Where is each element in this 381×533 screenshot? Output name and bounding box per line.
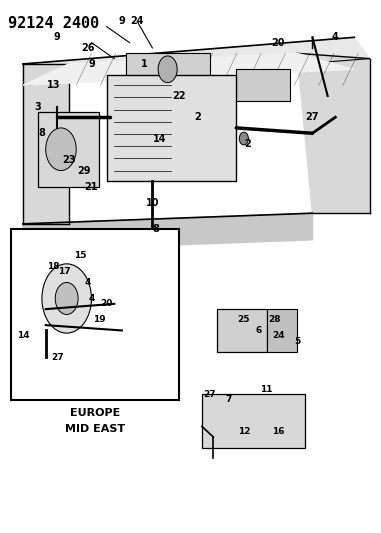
Text: 19: 19 [93, 316, 106, 324]
Text: 29: 29 [77, 166, 91, 175]
Text: 6: 6 [256, 326, 262, 335]
Bar [236, 69, 290, 101]
Text: 9: 9 [118, 17, 125, 26]
Text: 8: 8 [38, 128, 45, 138]
Text: 4: 4 [88, 294, 94, 303]
Circle shape [46, 128, 76, 171]
Text: EUROPE: EUROPE [70, 408, 120, 418]
Text: 4: 4 [332, 33, 339, 42]
Text: 16: 16 [272, 427, 284, 436]
Bar [217, 309, 267, 352]
Text: 5: 5 [294, 337, 300, 345]
Text: 8: 8 [153, 224, 160, 234]
Text: 10: 10 [146, 198, 159, 207]
Polygon shape [23, 37, 370, 85]
Bar [38, 112, 99, 187]
Text: 9: 9 [88, 59, 95, 69]
Circle shape [239, 132, 248, 145]
Text: 28: 28 [268, 316, 280, 324]
Text: 17: 17 [58, 268, 71, 276]
Polygon shape [23, 53, 354, 85]
Text: 2: 2 [195, 112, 202, 122]
Circle shape [42, 264, 91, 333]
Text: 12: 12 [238, 427, 250, 436]
Bar [107, 75, 236, 181]
Bar [11, 229, 179, 400]
Text: 25: 25 [238, 316, 250, 324]
Text: 4: 4 [85, 278, 91, 287]
Text: 20: 20 [101, 300, 113, 308]
Polygon shape [23, 64, 69, 224]
Bar [202, 394, 305, 448]
Text: 22: 22 [172, 91, 186, 101]
Text: 14: 14 [16, 332, 29, 340]
Polygon shape [23, 213, 312, 251]
Text: 13: 13 [46, 80, 60, 90]
Circle shape [158, 56, 177, 83]
Text: 15: 15 [74, 252, 86, 260]
Text: MID EAST: MID EAST [65, 424, 125, 434]
Text: 24: 24 [272, 332, 285, 340]
Text: 11: 11 [261, 385, 273, 393]
Text: 27: 27 [306, 112, 319, 122]
Polygon shape [297, 53, 370, 213]
Text: 26: 26 [81, 43, 94, 53]
Text: 27: 27 [203, 390, 216, 399]
Text: 9: 9 [54, 33, 61, 42]
Text: 2: 2 [244, 139, 251, 149]
Circle shape [55, 282, 78, 314]
Text: 14: 14 [153, 134, 167, 143]
Text: 20: 20 [271, 38, 285, 47]
Text: 24: 24 [130, 17, 144, 26]
Text: 21: 21 [85, 182, 98, 191]
Bar [267, 309, 297, 352]
Bar [126, 53, 210, 91]
Text: 7: 7 [226, 395, 232, 404]
Text: 3: 3 [35, 102, 42, 111]
Text: 23: 23 [62, 155, 75, 165]
Text: 18: 18 [47, 262, 59, 271]
Text: 27: 27 [51, 353, 64, 361]
Text: 92124 2400: 92124 2400 [8, 16, 99, 31]
Text: 1: 1 [141, 59, 148, 69]
